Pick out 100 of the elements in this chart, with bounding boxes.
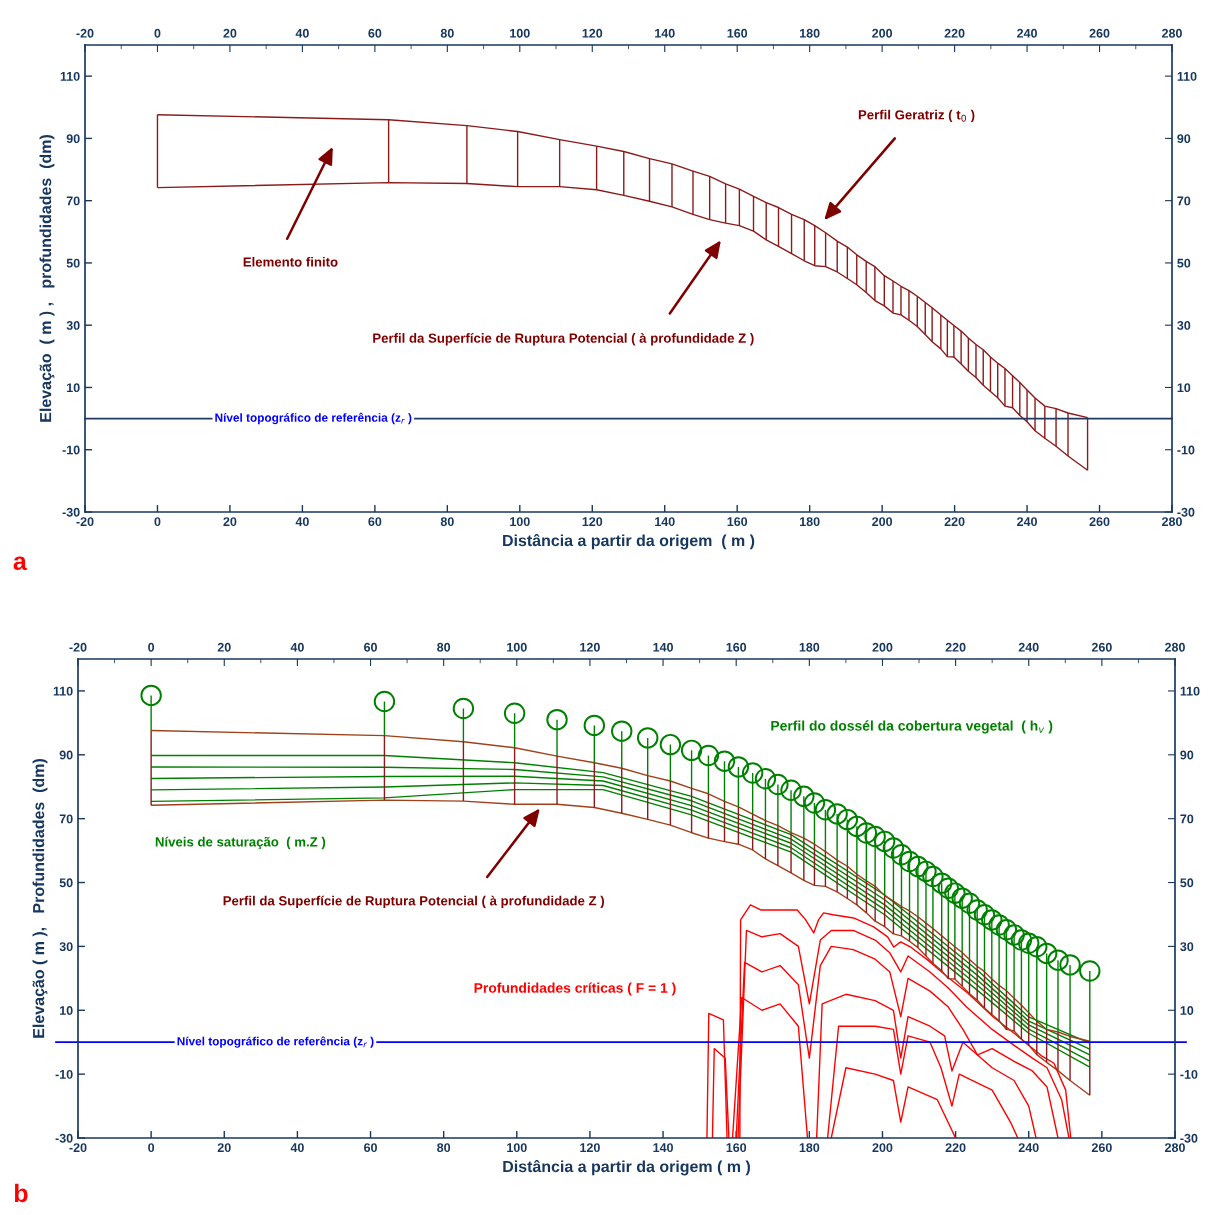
x-tick-label: 80: [440, 517, 454, 527]
x-tick-label: 20: [217, 1143, 231, 1153]
y2-tick-label: 110: [1177, 71, 1197, 81]
y-tick-label: 50: [59, 878, 73, 888]
y2-tick-label: -30: [1177, 507, 1195, 517]
y-tick-label: 110: [60, 71, 80, 81]
x2-tick-label: 140: [655, 28, 675, 38]
x-tick-label: 220: [944, 517, 965, 527]
x2-tick-label: 60: [364, 642, 377, 652]
x-tick-label: 180: [799, 1143, 820, 1153]
text: a: [13, 556, 27, 571]
x2-tick-label: 0: [154, 28, 161, 38]
y2-tick-label: 70: [1180, 814, 1194, 824]
y2-tick-label: 50: [1180, 878, 1194, 888]
annotation: Perfil Geratriz ( t$_{0}$ ): [858, 109, 975, 123]
y-tick-label: -10: [62, 445, 80, 455]
x2-tick-label: 260: [1091, 642, 1112, 652]
x-tick-label: 40: [295, 517, 309, 527]
x-tick-label: 40: [290, 1143, 304, 1153]
x2-tick-label: 40: [295, 28, 309, 38]
x2-tick-label: -20: [76, 28, 94, 38]
x2-tick-label: 120: [580, 642, 600, 652]
x2-tick-label: 200: [872, 642, 893, 652]
x2-tick-label: 60: [368, 28, 382, 38]
x-tick-label: 100: [507, 1143, 527, 1153]
y-tick-label: 90: [59, 750, 73, 760]
y-tick-label: 50: [66, 258, 80, 268]
y-tick-label: 30: [59, 942, 73, 952]
x-tick-label: 200: [872, 1143, 893, 1153]
y2-tick-label: -10: [1180, 1069, 1198, 1079]
x2-tick-label: 40: [290, 642, 304, 652]
x2-tick-label: 160: [726, 642, 747, 652]
y-axis-title: Elevação ( m ), Profundidades (dm): [32, 759, 48, 1038]
y-tick-label: -30: [62, 507, 80, 517]
x-tick-label: -20: [69, 1143, 87, 1153]
x-tick-label: 200: [872, 517, 893, 527]
annotation: Perfil da Superfície de Ruptura Potencial ( à profundidade Z ): [373, 333, 754, 346]
x-tick-label: 60: [368, 517, 382, 527]
x-tick-label: 120: [582, 517, 603, 527]
y-tick-label: 90: [66, 134, 80, 144]
annotation: Níveis de saturação ( m.Z ): [155, 836, 326, 850]
annotation: Perfil do dossél da cobertura vegetal ( h$_{v}$ ): [771, 720, 1053, 734]
x-tick-label: 280: [1165, 1143, 1185, 1153]
y2-tick-label: 90: [1177, 134, 1191, 144]
y2-tick-label: 90: [1180, 750, 1194, 760]
annotation: Profundidades críticas ( F = 1 ): [474, 982, 676, 996]
x2-tick-label: 260: [1089, 28, 1110, 38]
x-tick-label: 260: [1091, 1143, 1112, 1153]
x-tick-label: 160: [727, 517, 748, 527]
x-tick-label: 140: [655, 517, 675, 527]
x2-tick-label: 80: [437, 642, 451, 652]
y2-tick-label: -30: [1180, 1133, 1198, 1143]
x2-tick-label: 240: [1017, 28, 1037, 38]
y-tick-label: 110: [53, 686, 73, 696]
y-tick-label: 10: [67, 383, 80, 393]
x2-tick-label: 100: [507, 642, 527, 652]
x-tick-label: 240: [1018, 1143, 1039, 1153]
x-tick-label: 60: [364, 1143, 377, 1153]
x2-tick-label: 20: [223, 28, 237, 38]
x2-tick-label: 120: [582, 28, 603, 38]
x-tick-label: 80: [437, 1143, 451, 1153]
x-tick-label: 220: [945, 1143, 966, 1153]
y2-tick-label: 70: [1177, 196, 1191, 206]
x-tick-label: 100: [510, 517, 530, 527]
y-tick-label: 30: [66, 321, 80, 330]
x-tick-label: 140: [653, 1143, 673, 1153]
y-tick-label: -30: [55, 1133, 73, 1143]
y2-tick-label: -10: [1177, 445, 1195, 455]
x2-tick-label: 20: [217, 642, 231, 652]
y-tick-label: 70: [66, 196, 80, 206]
x-axis-title: Distância a partir da origem ( m ): [503, 1160, 750, 1176]
y-axis-title: Elevação ( m ) , profundidades (dm): [39, 135, 55, 422]
x2-tick-label: 180: [800, 28, 820, 38]
x-tick-label: 260: [1089, 517, 1110, 527]
x2-tick-label: 140: [653, 642, 673, 652]
x2-tick-label: 220: [944, 28, 965, 38]
annotation: Perfil da Superfície de Ruptura Potencial ( à profundidade Z ): [223, 895, 605, 909]
x2-tick-label: -20: [69, 642, 87, 652]
y2-tick-label: 110: [1180, 686, 1200, 696]
y2-tick-label: 10: [1177, 383, 1191, 393]
x-tick-label: 20: [223, 517, 237, 527]
x2-tick-label: 0: [148, 642, 155, 652]
x-tick-label: -20: [76, 517, 94, 527]
x-tick-label: 0: [154, 517, 161, 527]
y-tick-label: 10: [60, 1006, 73, 1015]
y-tick-label: 70: [59, 814, 73, 824]
ref-line-label: Nível topográfico de referência (z$_{r}$ ): [215, 412, 412, 425]
y2-tick-label: 30: [1180, 942, 1194, 952]
x2-tick-label: 160: [727, 28, 748, 38]
x-tick-label: 160: [726, 1143, 747, 1153]
x2-tick-label: 200: [872, 28, 893, 38]
y2-tick-label: 10: [1180, 1006, 1194, 1015]
x2-tick-label: 80: [440, 28, 454, 38]
x-tick-label: 280: [1162, 517, 1182, 527]
annotation: Elemento finito: [243, 256, 338, 267]
x-axis-title: Distância a partir da origem ( m ): [503, 534, 755, 550]
x2-tick-label: 280: [1162, 28, 1182, 38]
x2-tick-label: 100: [510, 28, 530, 38]
x2-tick-label: 180: [799, 642, 820, 652]
x2-tick-label: 280: [1165, 642, 1185, 652]
